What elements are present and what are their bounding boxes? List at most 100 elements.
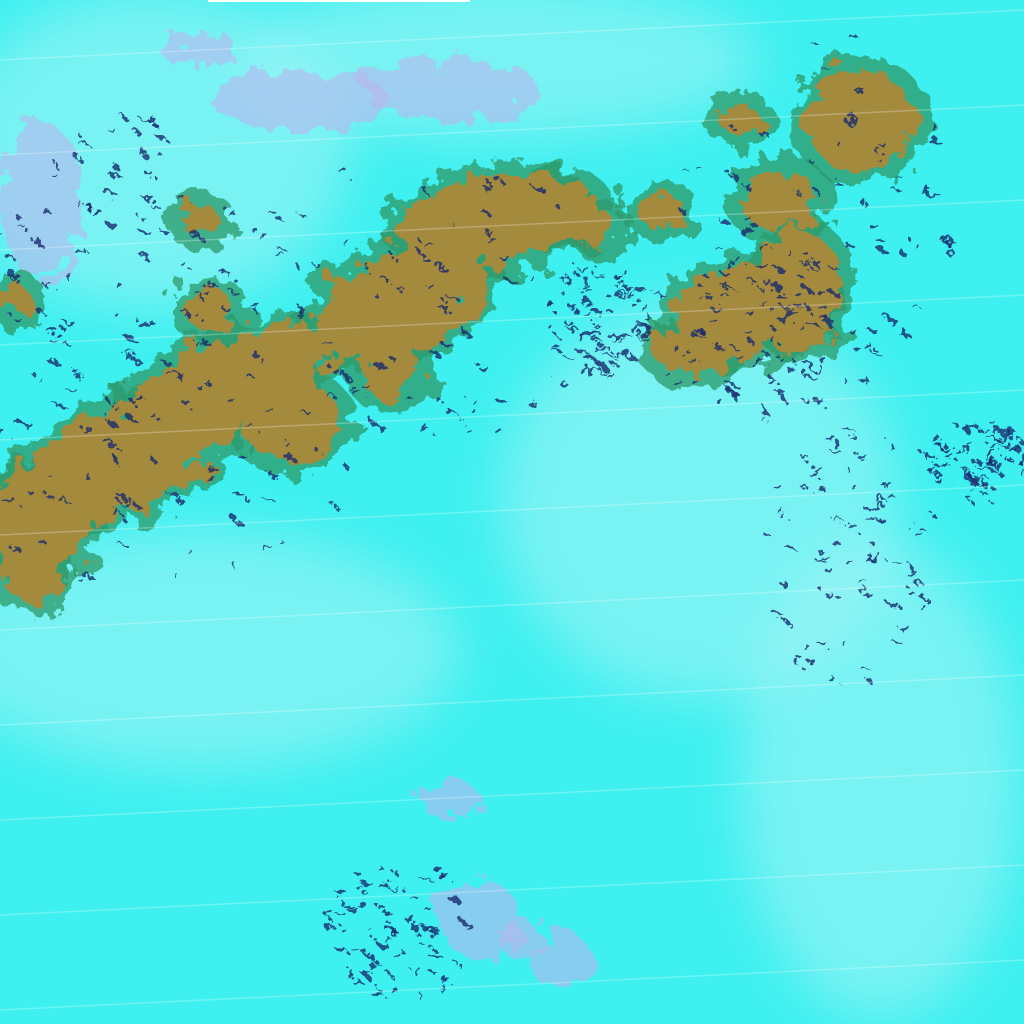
speckle — [673, 346, 681, 352]
cloud-patch — [160, 35, 240, 65]
speckle — [718, 293, 729, 296]
speckle — [65, 388, 78, 392]
speckle — [785, 620, 791, 625]
speckle — [487, 181, 493, 186]
speckle — [4, 254, 14, 258]
speckle — [386, 929, 398, 932]
speckle — [417, 425, 430, 432]
speckle — [393, 953, 402, 959]
speckle — [371, 992, 384, 998]
speckle — [705, 295, 714, 300]
speckle — [931, 512, 936, 518]
speckle — [446, 295, 459, 299]
speckle — [578, 282, 589, 288]
cloud-patch — [0, 120, 80, 280]
speckle — [990, 459, 998, 462]
speckle — [854, 88, 866, 92]
speckle — [343, 463, 349, 469]
speckle — [596, 361, 606, 367]
speckle — [817, 554, 829, 558]
speckle — [788, 253, 795, 257]
speckle — [723, 287, 736, 290]
speckle — [996, 428, 1008, 434]
speckle — [960, 449, 966, 452]
speckle — [961, 470, 974, 475]
speckle — [126, 497, 132, 502]
speckle — [756, 358, 762, 364]
speckle — [324, 913, 330, 918]
speckle — [587, 367, 596, 371]
speckle — [378, 905, 387, 911]
speckle — [874, 496, 886, 502]
speckle — [149, 456, 154, 462]
speckle — [81, 427, 94, 433]
speckle — [342, 903, 354, 909]
speckle — [220, 305, 231, 310]
speckle — [746, 226, 752, 231]
speckle — [784, 367, 795, 372]
speckle — [197, 385, 204, 391]
speckle — [19, 227, 29, 231]
speckle — [764, 243, 769, 249]
speckle — [854, 453, 867, 457]
speckle — [564, 321, 574, 325]
speckle — [594, 341, 605, 346]
speckle — [857, 587, 869, 592]
speckle — [484, 231, 495, 235]
speckle — [253, 310, 261, 313]
speckle — [796, 273, 802, 277]
speckle — [231, 565, 240, 569]
speckle — [969, 488, 976, 492]
scan-line — [0, 864, 1024, 916]
speckle — [923, 191, 933, 197]
speckle — [700, 288, 707, 292]
speckle — [721, 270, 729, 277]
cloud-patch — [500, 920, 540, 960]
speckle — [37, 540, 47, 544]
speckle — [60, 501, 73, 505]
speckle — [605, 294, 611, 298]
speckle — [772, 285, 784, 291]
speckle — [464, 427, 471, 432]
land-layer — [0, 70, 915, 600]
speckle — [800, 455, 810, 459]
speckle — [114, 281, 121, 288]
speckle — [576, 333, 586, 340]
scan-line — [0, 199, 1024, 251]
speckle — [938, 463, 951, 467]
speckle — [355, 887, 365, 890]
speckle — [831, 540, 841, 547]
speckle — [913, 532, 923, 535]
speckle — [831, 179, 841, 184]
speckle — [427, 968, 435, 973]
speckle — [133, 129, 141, 134]
speckle — [953, 446, 959, 453]
cloud-patch — [360, 60, 540, 120]
speckle — [325, 393, 335, 397]
speckle — [245, 424, 255, 428]
speckle — [777, 511, 788, 514]
speckle — [554, 351, 563, 355]
speckle — [392, 256, 397, 261]
speckle — [680, 208, 687, 215]
speckle — [206, 292, 212, 298]
speckle — [66, 276, 76, 282]
speckle — [825, 568, 834, 574]
speckle — [192, 337, 197, 344]
speckle — [626, 273, 632, 278]
speckle — [912, 305, 920, 308]
speckle — [930, 124, 938, 130]
speckle — [468, 400, 478, 403]
speckle — [605, 309, 613, 312]
speckle — [639, 305, 650, 310]
speckle — [31, 237, 42, 244]
speckle — [875, 149, 883, 156]
speckle — [500, 255, 511, 262]
speckle — [729, 392, 740, 398]
speckle — [139, 253, 150, 257]
speckle — [163, 361, 173, 367]
scan-line — [0, 104, 1024, 156]
speckle — [114, 313, 120, 317]
speckle — [417, 924, 427, 927]
speckle — [899, 333, 911, 337]
